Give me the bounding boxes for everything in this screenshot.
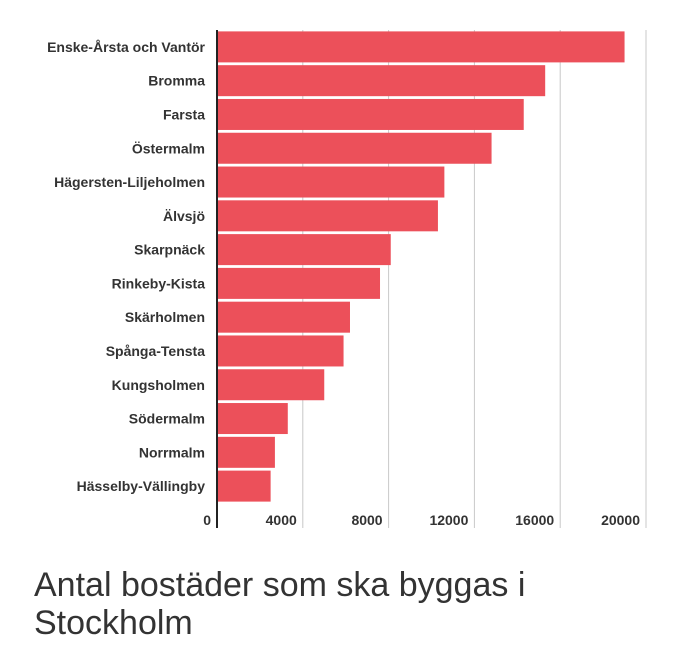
x-tick-label: 20000	[601, 512, 640, 528]
bar	[217, 132, 492, 164]
category-label: Rinkeby-Kista	[112, 275, 206, 291]
bar	[217, 98, 524, 130]
category-label: Skärholmen	[125, 309, 205, 325]
category-label: Enske-Årsta och Vantör	[47, 39, 205, 55]
x-tick-label: 4000	[266, 512, 297, 528]
category-label: Bromma	[148, 73, 205, 89]
category-label: Skarpnäck	[134, 242, 205, 258]
bar	[217, 234, 391, 266]
category-label: Spånga-Tensta	[106, 343, 206, 359]
bar	[217, 166, 445, 198]
bar	[217, 436, 275, 468]
category-label: Kungsholmen	[112, 377, 205, 393]
bar	[217, 31, 625, 63]
bar	[217, 335, 344, 367]
bar	[217, 301, 350, 333]
bar	[217, 369, 325, 401]
category-label: Älvsjö	[163, 208, 205, 224]
bar	[217, 403, 288, 435]
x-tick-label: 0	[203, 512, 211, 528]
category-label: Södermalm	[129, 411, 205, 427]
category-label: Norrmalm	[139, 444, 205, 460]
x-tick-label: 16000	[515, 512, 554, 528]
x-tick-label: 8000	[351, 512, 382, 528]
category-label: Hässelby-Vällingby	[77, 478, 206, 494]
bar	[217, 65, 546, 97]
bar-chart: Enske-Årsta och Vantör Bromma Farsta Österm…	[47, 30, 647, 528]
category-labels: Enske-Årsta och Vantör Bromma Farsta Österm…	[47, 39, 205, 494]
bar	[217, 470, 271, 502]
x-tick-labels: 0 4000 8000 12000 16000 20000	[203, 512, 640, 528]
bar	[217, 267, 381, 299]
chart-title: Antal bostäder som ska byggas i Stockhol…	[34, 566, 526, 642]
bar	[217, 200, 438, 232]
category-label: Hägersten-Liljeholmen	[54, 174, 205, 190]
category-label: Farsta	[163, 106, 205, 122]
category-label: Östermalm	[132, 140, 205, 156]
x-tick-label: 12000	[429, 512, 468, 528]
bars	[217, 31, 625, 502]
